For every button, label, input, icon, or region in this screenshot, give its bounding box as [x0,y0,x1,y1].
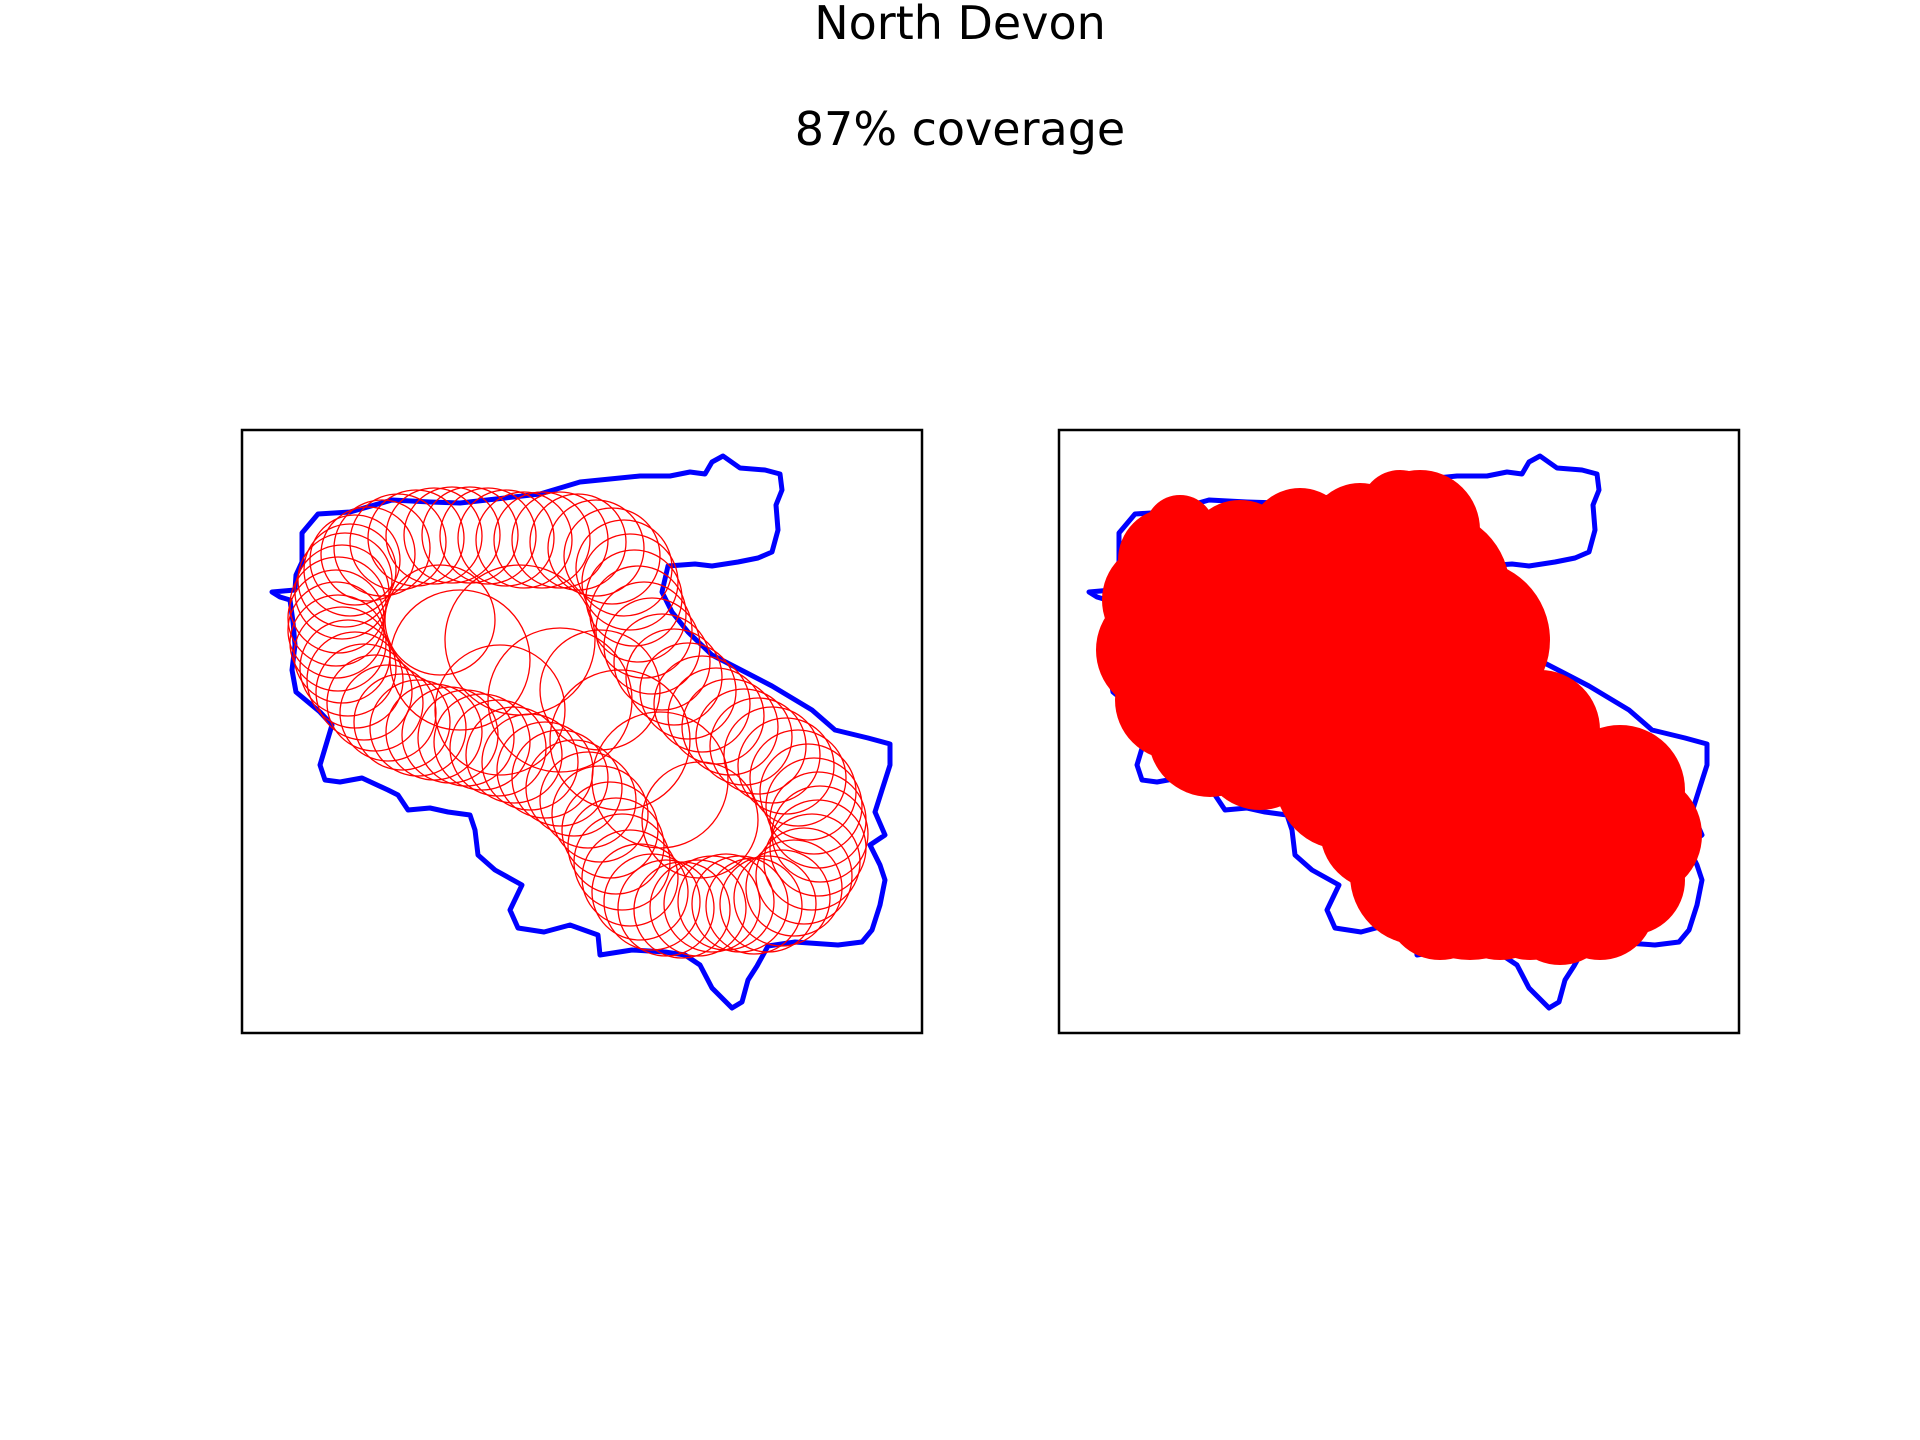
figure-subtitle: 87% coverage [794,102,1126,156]
panel-circles-outline [240,428,924,1035]
coverage-circles-outline [287,486,869,959]
panel-circles-filled [1057,428,1741,1035]
figure-title: North Devon [814,0,1106,50]
district-boundary [269,453,893,1011]
district-boundary [1086,453,1710,1011]
coverage-circles-filled [1096,470,1702,965]
